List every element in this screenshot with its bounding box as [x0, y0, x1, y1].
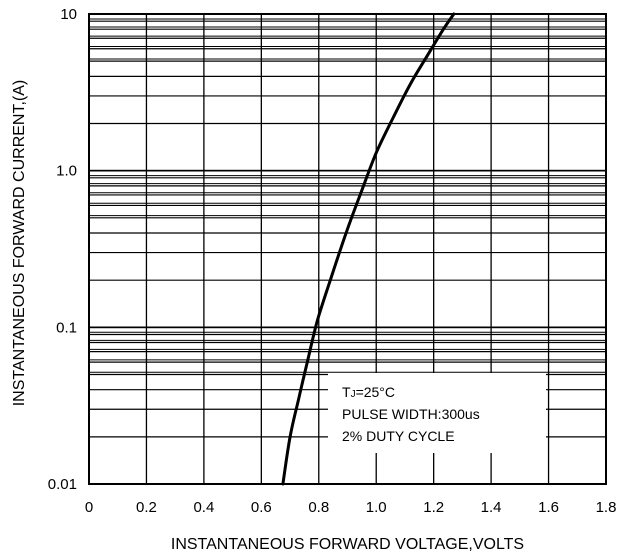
x-tick-label: 1.8 — [596, 499, 617, 516]
x-tick-label: 1.2 — [423, 499, 444, 516]
annotation-duty-cycle: 2% DUTY CYCLE — [342, 428, 455, 444]
y-tick-label: 0.01 — [48, 476, 77, 493]
y-tick-labels: 0.01 0.1 1.0 10 — [48, 6, 77, 493]
x-tick-label: 0 — [85, 499, 93, 516]
x-axis-label: INSTANTANEOUS FORWARD VOLTAGE,VOLTS — [171, 536, 524, 553]
plot-frame — [88, 13, 607, 485]
forward-current-curve — [281, 12, 456, 486]
series-layer — [281, 12, 456, 486]
annotation-pulse-width: PULSE WIDTH:300us — [342, 406, 480, 422]
x-tick-label: 0.8 — [308, 499, 329, 516]
x-tick-label: 1.6 — [538, 499, 559, 516]
y-tick-label: 10 — [60, 6, 77, 23]
x-tick-label: 1.0 — [366, 499, 387, 516]
x-tick-labels: 0 0.2 0.4 0.6 0.8 1.0 1.2 1.4 1.6 1.8 — [85, 499, 617, 516]
y-tick-label: 1.0 — [56, 163, 77, 180]
annotation-temperature: TJ=25°C — [342, 384, 395, 400]
annotation-box — [328, 373, 546, 453]
x-tick-label: 0.2 — [136, 499, 157, 516]
y-tick-label: 0.1 — [56, 319, 77, 336]
x-tick-label: 0.6 — [251, 499, 272, 516]
x-tick-label: 1.4 — [481, 499, 502, 516]
x-tick-label: 0.4 — [193, 499, 214, 516]
y-axis-label: INSTANTANEOUS FORWARD CURRENT,(A) — [11, 80, 28, 407]
